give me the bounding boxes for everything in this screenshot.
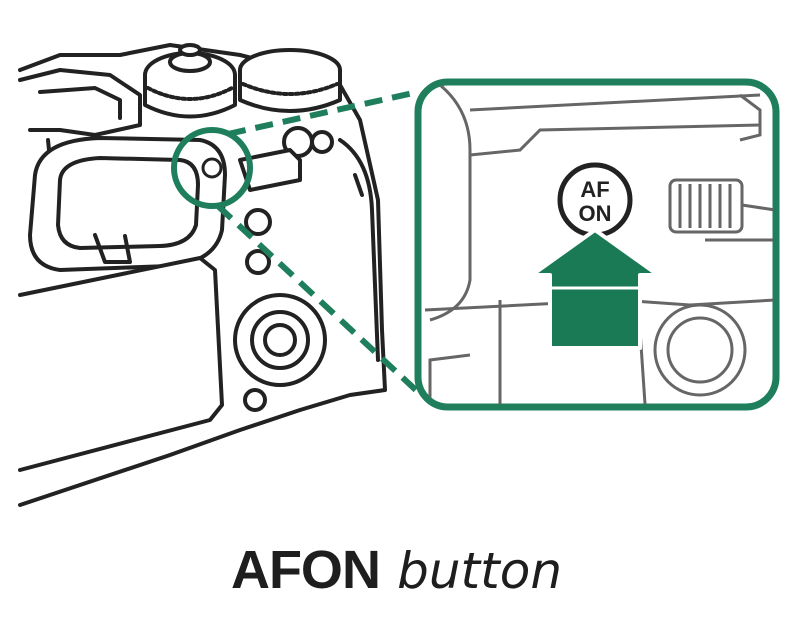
lcd-screen <box>18 256 224 472</box>
connector-bottom <box>215 203 421 395</box>
af-on-label-line2: ON <box>579 201 612 226</box>
af-on-label-line1: AF <box>580 177 609 202</box>
inset-panel: AF ON <box>414 78 780 411</box>
connector-top <box>227 89 419 137</box>
highlight-circle <box>171 127 253 209</box>
rear-button-1 <box>244 208 272 236</box>
caption-suffix: button <box>397 542 563 600</box>
camera-body <box>18 43 387 507</box>
caption: AFON button <box>0 530 793 610</box>
caption-button-name: AFON <box>230 540 381 600</box>
rear-button-2 <box>245 249 271 275</box>
camera-illustration: AF ON <box>18 43 780 507</box>
